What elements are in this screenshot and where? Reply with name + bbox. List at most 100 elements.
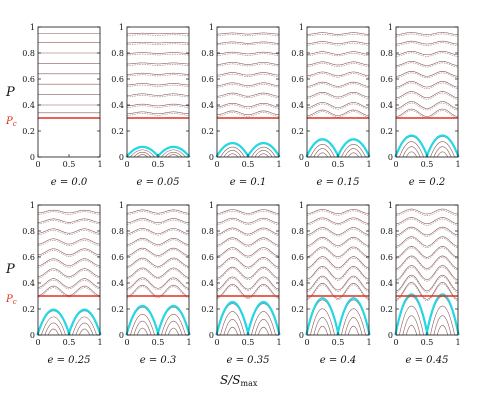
panel-0: 0 0.2 0.4 0.6 0.8 1 0 0.5 1 e = 0.0 xyxy=(22,23,102,188)
y-tick-label: 0.4 xyxy=(380,101,393,110)
orbit-curve xyxy=(216,41,280,44)
orbit-curve xyxy=(306,51,370,55)
orbit-curve xyxy=(126,103,190,107)
orbit-curve-dashed xyxy=(395,82,459,89)
orbit-curve-dashed xyxy=(37,250,101,257)
orbit-curve-dashed xyxy=(216,258,280,269)
orbit-curve xyxy=(395,226,459,236)
island-curve xyxy=(436,325,449,336)
orbit-curve-dashed xyxy=(216,73,280,77)
orbit-curve xyxy=(126,72,190,75)
orbit-curve xyxy=(216,266,280,279)
y-tick-label: 1 xyxy=(119,23,124,32)
x-tick-label: 1 xyxy=(186,160,191,169)
orbit-curve xyxy=(395,108,459,117)
orbit-curve xyxy=(126,284,190,297)
y-tick-label: 0.2 xyxy=(111,127,124,136)
island-curve xyxy=(313,317,332,336)
x-tick-label: 1 xyxy=(455,338,460,347)
orbit-curve-dashed xyxy=(306,210,370,216)
separatrix-curve xyxy=(36,308,71,336)
orbit-curve xyxy=(37,278,101,288)
orbit-curve xyxy=(395,236,459,247)
separatrix-curve xyxy=(215,141,250,158)
orbit-curve-dashed xyxy=(126,269,190,280)
orbit-curve xyxy=(37,268,101,277)
island-curve xyxy=(347,325,360,336)
orbit-curve xyxy=(37,248,101,256)
island-curve xyxy=(405,325,418,336)
panel-7: 0 0.2 0.4 0.6 0.8 1 0 0.5 1 e = 0.35 xyxy=(201,201,281,366)
orbit-curve xyxy=(306,256,370,269)
island-curve xyxy=(316,152,329,158)
panel-6: 0 0.2 0.4 0.6 0.8 1 0 0.5 1 e = 0.3 xyxy=(111,201,191,366)
orbit-curve-dashed xyxy=(395,72,459,79)
island-curve xyxy=(164,320,183,336)
orbit-curve-dashed xyxy=(216,239,280,247)
island-curve xyxy=(44,322,63,336)
orbit-curve xyxy=(306,32,370,35)
orbit-curve xyxy=(306,275,370,291)
orbit-curve xyxy=(216,209,280,214)
island-curve xyxy=(75,322,94,336)
orbit-curve-dashed xyxy=(126,43,190,45)
separatrix-curve xyxy=(394,293,429,336)
orbit-curve-dashed xyxy=(216,34,280,36)
x-tick-label: 0 xyxy=(214,338,219,347)
y-tick-label: 0.8 xyxy=(380,49,393,58)
orbit-curve xyxy=(395,40,459,45)
island-curve xyxy=(168,154,179,158)
island-curve xyxy=(223,318,242,336)
island-curve xyxy=(226,326,239,336)
orbit-curve xyxy=(126,111,190,115)
orbit-curve xyxy=(37,258,101,266)
orbit-curve xyxy=(306,109,370,116)
island-curve xyxy=(78,328,91,336)
orbit-curve-dashed xyxy=(37,230,101,235)
orbit-curve-dashed xyxy=(126,113,190,116)
y-tick-label: 0.6 xyxy=(111,75,124,84)
y-tick-label: 0.4 xyxy=(291,279,304,288)
y-tick-label: 0.2 xyxy=(201,305,214,314)
y-tick-label: 0.6 xyxy=(22,75,35,84)
y-tick-label: 0 xyxy=(119,153,124,162)
orbit-curve-dashed xyxy=(126,74,190,77)
island-curve xyxy=(161,314,186,336)
orbit-curve xyxy=(306,91,370,98)
island-curve xyxy=(133,320,152,336)
island-curve xyxy=(341,144,366,158)
orbit-curve-dashed xyxy=(395,228,459,237)
island-curve xyxy=(402,315,421,336)
orbit-curve xyxy=(216,237,280,246)
separatrix-curve xyxy=(425,134,460,158)
x-tick-label: 0 xyxy=(35,338,40,347)
orbit-curve xyxy=(306,102,370,108)
orbit-curve-dashed xyxy=(126,279,190,291)
x-tick-label: 0 xyxy=(304,160,309,169)
island-curve xyxy=(251,146,276,158)
y-tick-label: 1 xyxy=(299,23,304,32)
y-tick-label: 0.4 xyxy=(380,279,393,288)
x-tick-label: 0.5 xyxy=(332,160,345,169)
axes-frame xyxy=(126,26,190,158)
x-tick-label: 0.5 xyxy=(421,338,434,347)
separatrix-curve xyxy=(156,145,191,158)
orbit-curve-dashed xyxy=(395,33,459,37)
y-tick-label: 0 xyxy=(388,331,393,340)
orbit-curve-dashed xyxy=(216,278,280,291)
orbit-curve-dashed xyxy=(395,52,459,57)
orbit-curve xyxy=(306,41,370,44)
x-tick-label: 0.5 xyxy=(421,160,434,169)
x-tick-label: 1 xyxy=(276,160,281,169)
orbit-curve xyxy=(395,60,459,66)
island-curve xyxy=(251,311,276,336)
y-tick-label: 1 xyxy=(209,23,214,32)
orbit-curve-dashed xyxy=(306,238,370,248)
x-tick-label: 1 xyxy=(186,338,191,347)
island-curve xyxy=(254,318,273,336)
island-curve xyxy=(310,308,335,336)
orbit-curve xyxy=(395,265,459,280)
panel-3: 0 0.2 0.4 0.6 0.8 1 0 0.5 1 e = 0.15 xyxy=(291,23,371,188)
panel-grid: 0 0.2 0.4 0.6 0.8 1 0 0.5 1 e = 0.0 0 0.2 0.4 0.6 0.8 1… xyxy=(22,23,460,366)
